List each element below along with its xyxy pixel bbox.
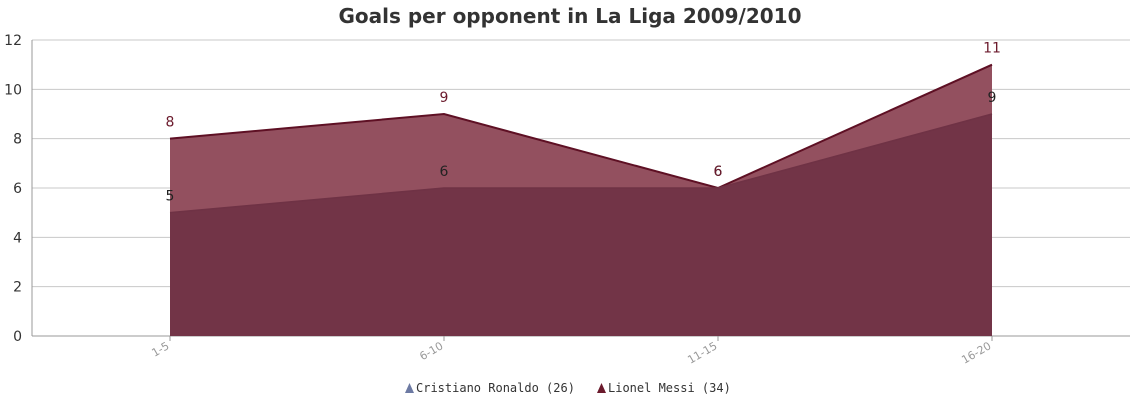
chart-title: Goals per opponent in La Liga 2009/2010 [338,4,801,28]
y-tick-label: 10 [4,82,22,98]
data-label: 11 [983,41,1001,57]
y-tick-label: 6 [13,181,22,197]
data-label: 6 [714,164,723,180]
legend-label: Lionel Messi (34) [608,381,731,395]
x-tick-label: 16-20 [959,339,993,366]
data-label: 6 [440,164,449,180]
y-tick-label: 0 [13,329,22,345]
legend: Cristiano Ronaldo (26) Lionel Messi (34) [405,381,731,395]
data-label: 6 [714,164,723,180]
data-label: 9 [988,90,997,106]
y-tick-label: 8 [13,132,22,148]
legend-item-1[interactable]: Lionel Messi (34) [597,381,731,395]
legend-item-0[interactable]: Cristiano Ronaldo (26) [405,381,575,395]
y-tick-label: 2 [13,280,22,296]
legend-marker-icon [405,383,414,393]
data-label: 9 [440,90,449,106]
x-tick-label: 6-10 [417,339,445,363]
y-tick-label: 4 [13,230,22,246]
x-tick-label: 11-15 [685,339,719,366]
legend-label: Cristiano Ronaldo (26) [416,381,575,395]
y-tick-label: 12 [4,33,22,49]
line-series-1 [169,63,993,190]
legend-marker-icon [597,383,606,393]
series-areas [169,63,993,337]
x-tick-label: 1-5 [149,339,171,359]
data-label: 5 [166,189,175,205]
data-label: 8 [166,115,175,131]
line-series-0 [169,113,993,214]
